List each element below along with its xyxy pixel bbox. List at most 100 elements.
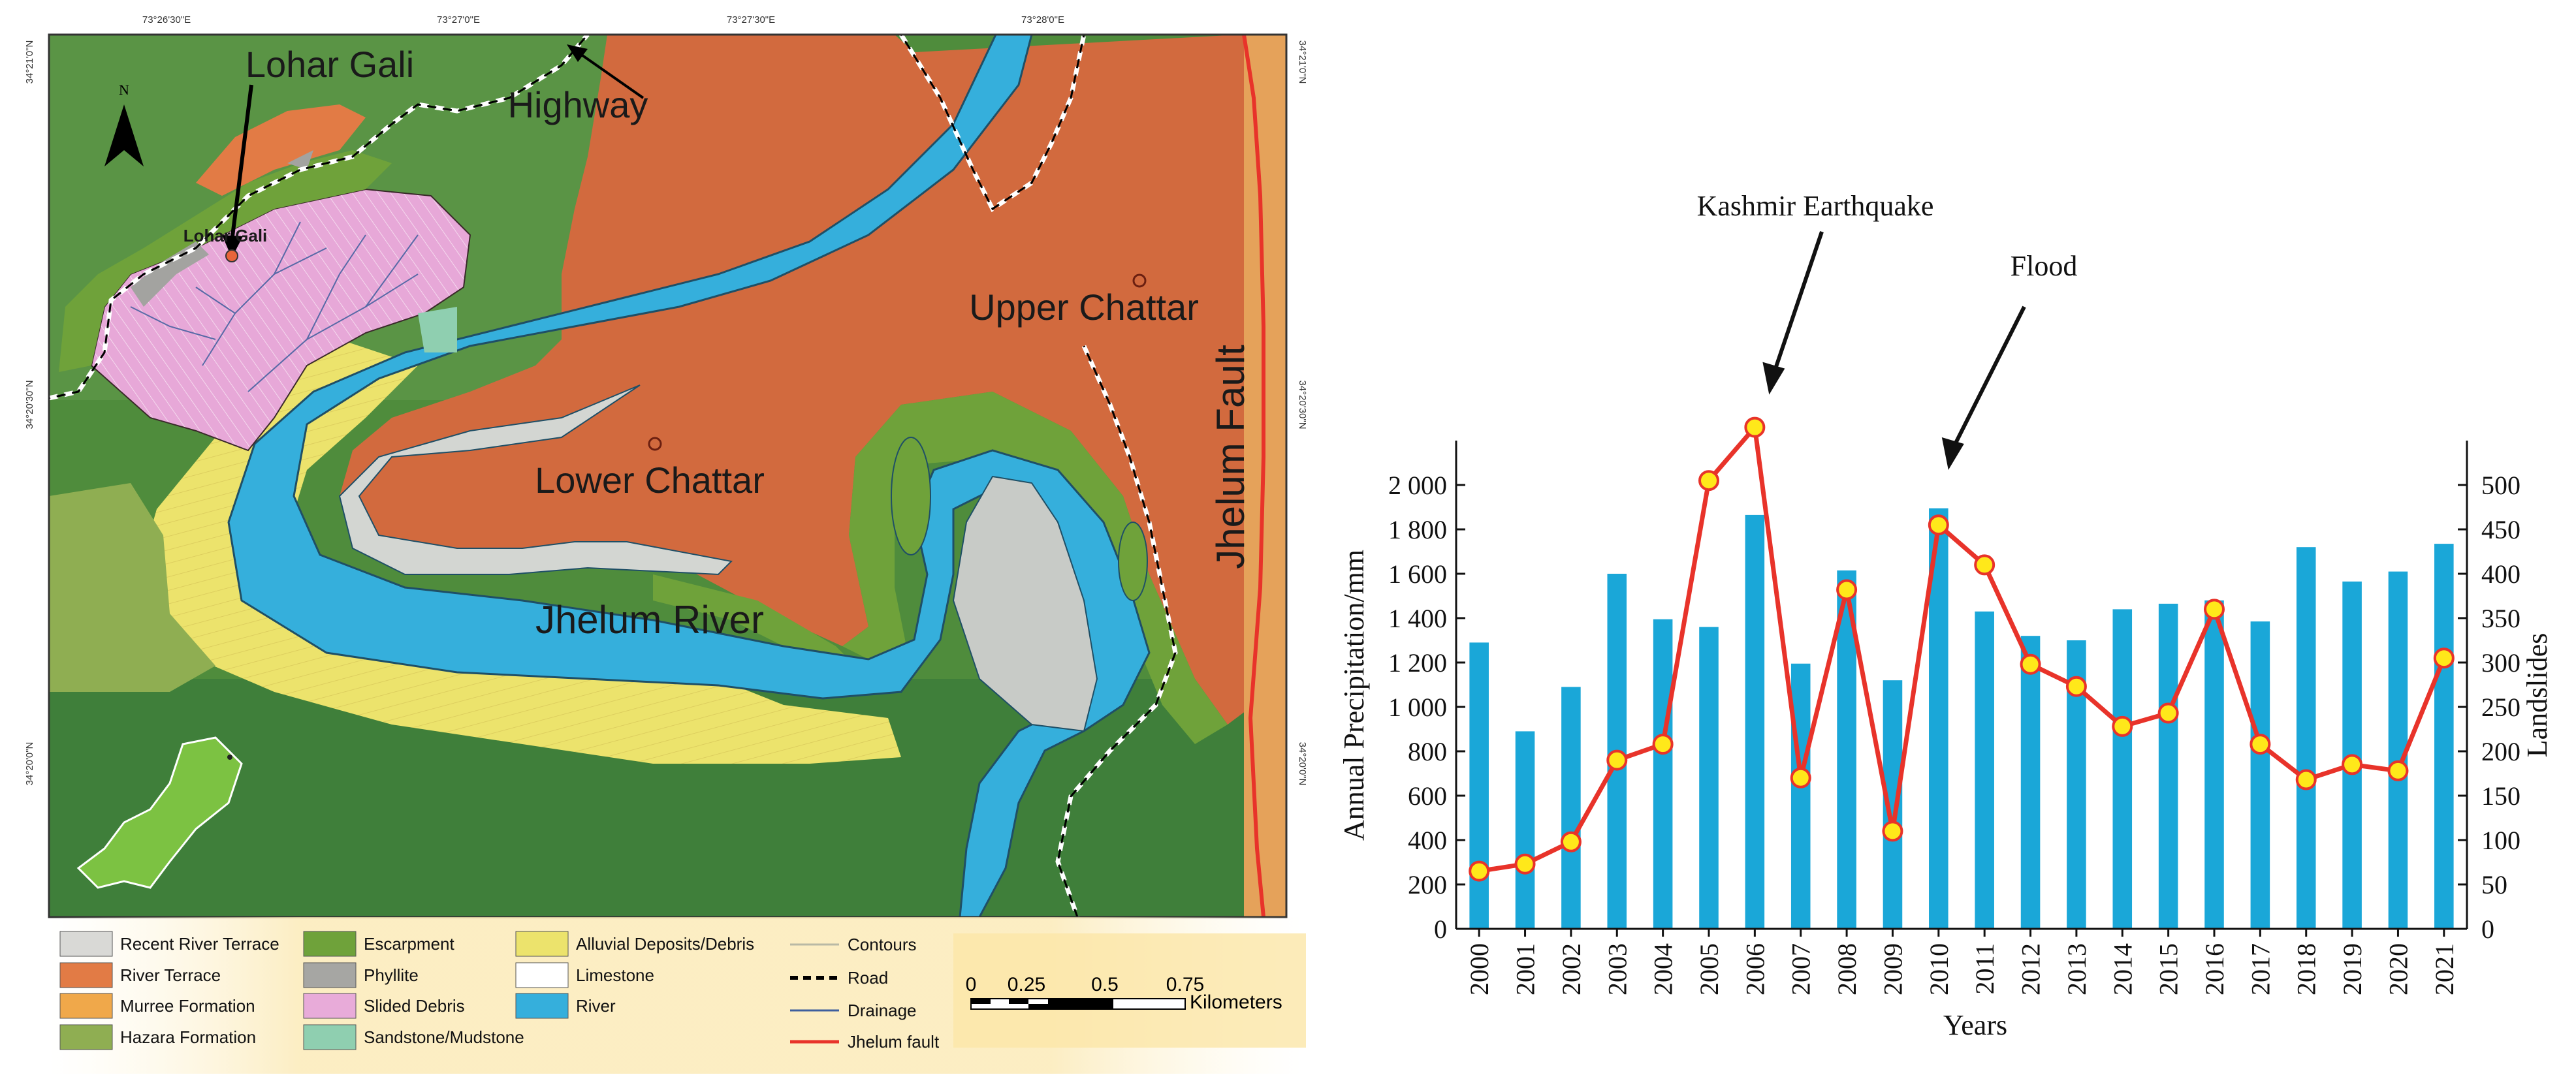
legend-label: River Terrace [120, 965, 221, 985]
y-right-tick-label: 500 [2481, 471, 2520, 500]
y-tick-label: 200 [1408, 870, 1447, 899]
jhelum-river-label: Jhelum River [535, 598, 764, 642]
precipitation-bar [1561, 687, 1581, 929]
x-tick-label: 2012 [2016, 943, 2046, 995]
y-right-tick-label: 400 [2481, 559, 2520, 589]
lohar-gali-label: Lohar Gali [246, 44, 414, 85]
scale-tick-3: 0.75 [1166, 974, 1204, 995]
coord-top-2: 73°27'0"E [437, 14, 480, 25]
landslide-point [2204, 599, 2225, 620]
highway-pointer [577, 51, 644, 99]
legend-label: Sandstone/Mudstone [364, 1027, 524, 1047]
landslide-point [1652, 734, 1674, 755]
x-tick-label: 2011 [1970, 943, 1999, 995]
legend-swatch [515, 993, 569, 1019]
legend-swatch [515, 962, 569, 988]
precipitation-bar [2204, 600, 2224, 929]
precipitation-bar [2434, 544, 2454, 929]
legend-label: Alluvial Deposits/Debris [576, 934, 754, 954]
chart-panel: Kashmir Earthquake Flood Annual Precipit… [1319, 0, 2576, 1074]
precipitation-bar [1469, 642, 1489, 929]
murree-strip [1244, 35, 1286, 917]
x-axis-title: Years [1943, 1009, 2007, 1041]
legend-swatch [303, 1024, 357, 1050]
landslide-point [1974, 554, 1996, 576]
landslide-point [2157, 702, 2179, 724]
landslide-line [1478, 425, 2447, 874]
landslide-point [1928, 514, 1949, 536]
legend-line-label: Contours [848, 935, 917, 954]
legend-swatch [59, 931, 113, 957]
legend-label: Phyllite [364, 965, 419, 985]
chart-axes: 0 200 400 600 800 1 000 1 200 1 400 1 600 1 800 2 … [1388, 441, 2520, 995]
legend-swatch [303, 962, 357, 988]
y-axis-title: Annual Precipitation/mm [1338, 550, 1370, 841]
x-tick-label: 2005 [1694, 943, 1724, 995]
x-tick-label: 2014 [2108, 943, 2137, 995]
legend-swatch [59, 993, 113, 1019]
legend-line-label: Road [848, 968, 888, 988]
coord-left-1: 34°21'0"N [24, 40, 35, 84]
landslide-point [1882, 820, 1903, 842]
precipitation-landslide-chart: Kashmir Earthquake Flood Annual Precipit… [1338, 190, 2553, 1041]
coord-left-3: 34°20'0"N [24, 742, 35, 786]
precipitation-bar [1699, 627, 1719, 929]
x-tick-label: 2017 [2246, 943, 2275, 995]
y-tick-label: 0 [1434, 914, 1447, 944]
lower-chattar-label: Lower Chattar [535, 460, 765, 501]
legend-label: Escarpment [364, 934, 454, 954]
jhelum-fault-label: Jhelum Fault [1209, 345, 1252, 569]
x-tick-label: 2018 [2292, 943, 2321, 995]
legend-swatch [303, 931, 357, 957]
coord-left-2: 34°20'30"N [24, 380, 35, 429]
line-legend: Contours Road Drainage Jhelum fault [790, 935, 940, 1052]
precipitation-bar [2158, 603, 2178, 929]
y-right-tick-label: 350 [2481, 604, 2520, 633]
annotation-earthquake: Kashmir Earthquake [1697, 190, 1934, 222]
precipitation-bar [1790, 663, 1811, 929]
earthquake-arrow [1772, 231, 1824, 373]
x-tick-label: 2013 [2062, 943, 2091, 995]
landslide-point [2020, 653, 2041, 675]
legend-line-label: Jhelum fault [848, 1032, 940, 1052]
coord-right-3: 34°20'0"N [1297, 742, 1308, 786]
legend-swatch [59, 962, 113, 988]
legend-swatch [59, 1024, 113, 1050]
landslide-point [1606, 749, 1628, 771]
coord-top-4: 73°28'0"E [1021, 14, 1064, 25]
legend-swatch [515, 931, 569, 957]
y-right-tick-label: 100 [2481, 826, 2520, 855]
landslide-point [2433, 648, 2455, 669]
lower-chattar-point [648, 437, 662, 451]
landslide-point [1790, 767, 1811, 788]
geological-map-panel: 73°26'30"E 73°27'0"E 73°27'30"E 73°28'0"… [24, 14, 1308, 1074]
y-tick-label: 1 200 [1388, 648, 1447, 678]
legend-label: Murree Formation [120, 996, 255, 1016]
coord-top-3: 73°27'30"E [727, 14, 775, 25]
precipitation-bar [2250, 621, 2270, 929]
x-tick-label: 2001 [1511, 943, 1540, 995]
y-right-tick-label: 300 [2481, 648, 2520, 678]
precipitation-bar [2020, 636, 2041, 929]
recent-terrace-1 [338, 384, 733, 576]
y-tick-label: 1 600 [1388, 559, 1447, 589]
y-axis-right-title: Landslides [2521, 633, 2553, 758]
river-terrace-lohar [196, 104, 366, 196]
landslide-point [2342, 754, 2363, 775]
x-tick-label: 2015 [2154, 943, 2184, 995]
precipitation-bar [2296, 547, 2316, 929]
precipitation-bar [1975, 611, 1994, 929]
x-tick-label: 2002 [1557, 943, 1586, 995]
y-right-tick-label: 250 [2481, 693, 2520, 722]
scale-tick-1: 0.25 [1008, 974, 1045, 995]
x-tick-label: 2003 [1602, 943, 1632, 995]
upper-chattar-label: Upper Chattar [969, 287, 1199, 328]
lohar-gali-small-label: Lohar Gali [183, 226, 268, 245]
y-tick-label: 1 400 [1388, 604, 1447, 633]
y-right-tick-label: 50 [2481, 870, 2507, 899]
map-legend: Recent River Terrace River Terrace Murree … [59, 931, 754, 1050]
x-tick-label: 2021 [2430, 943, 2459, 995]
bar-series [1469, 508, 2454, 929]
x-tick-label: 2006 [1740, 943, 1770, 995]
y-tick-label: 2 000 [1388, 471, 1447, 500]
